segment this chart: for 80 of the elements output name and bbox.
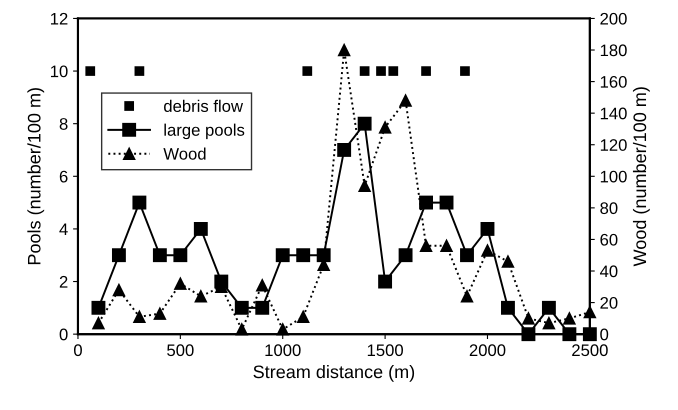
point	[276, 248, 290, 262]
legend-label: debris flow	[164, 100, 244, 112]
y2-tick-label: 140	[600, 108, 627, 120]
y2-tick-label: 120	[600, 139, 627, 151]
point	[112, 248, 126, 262]
point	[296, 310, 310, 324]
point	[398, 248, 413, 262]
y2-tick-label: 40	[600, 265, 618, 278]
y-tick-label: 12	[50, 12, 68, 24]
point	[296, 248, 310, 262]
x-tick-label: 0	[74, 344, 82, 356]
y-tick-label: 2	[60, 276, 68, 288]
point	[378, 274, 392, 288]
point	[460, 290, 474, 303]
point	[376, 66, 386, 76]
y2-tick-label: 160	[600, 76, 627, 88]
point	[421, 66, 431, 76]
y-tick-label: 0	[60, 328, 68, 340]
point	[255, 300, 270, 315]
point	[152, 248, 167, 262]
x-tick-label: 1000	[265, 344, 301, 356]
y2-tick-label: 200	[600, 12, 627, 25]
x-tick-label: 500	[167, 344, 194, 356]
y-tick-label: 6	[60, 170, 68, 183]
x-tick-label: 2500	[572, 344, 608, 356]
point	[360, 66, 370, 76]
legend-label: Wood	[163, 147, 206, 160]
point	[542, 300, 556, 315]
point	[563, 312, 576, 325]
point	[420, 240, 432, 252]
y-tick-label: 8	[60, 118, 68, 130]
point	[316, 248, 331, 262]
y-tick-label: 10	[50, 65, 68, 78]
point	[480, 222, 494, 236]
x-tick-label: 1500	[368, 344, 403, 356]
y2-axis-title: Wood (number/100 m)	[632, 87, 650, 266]
point	[154, 307, 166, 320]
point	[338, 44, 350, 56]
point	[132, 196, 146, 210]
point	[302, 66, 312, 76]
y2-tick-label: 180	[600, 44, 627, 56]
point	[378, 121, 392, 134]
point	[194, 222, 208, 236]
x-tick-label: 2000	[470, 344, 506, 356]
point	[112, 284, 126, 296]
point	[440, 240, 453, 252]
point	[419, 196, 433, 210]
point	[85, 66, 96, 76]
y2-tick-label: 100	[600, 170, 627, 183]
y2-tick-label: 0	[600, 328, 608, 340]
point	[337, 143, 352, 157]
point	[133, 310, 146, 324]
y2-tick-label: 60	[600, 234, 618, 246]
point	[194, 290, 208, 303]
point	[92, 316, 105, 330]
point	[542, 316, 556, 330]
point	[358, 116, 372, 131]
y-tick-label: 4	[59, 223, 68, 235]
point	[256, 278, 268, 292]
point	[92, 300, 106, 315]
point	[481, 244, 494, 257]
y-axis-title: Pools (number/100 m)	[27, 88, 44, 264]
point	[173, 248, 188, 262]
point	[440, 196, 454, 210]
point	[460, 66, 470, 76]
point	[234, 300, 249, 315]
x-axis-title: Stream distance (m)	[253, 364, 414, 382]
point	[399, 94, 412, 107]
point	[582, 327, 597, 342]
point	[501, 300, 515, 315]
y2-tick-label: 80	[600, 202, 618, 214]
point	[134, 66, 144, 76]
y2-tick-label: 20	[600, 296, 618, 309]
point	[358, 180, 371, 192]
point	[502, 255, 514, 268]
point	[174, 277, 187, 290]
point	[522, 312, 535, 325]
legend-label: large pools	[164, 124, 244, 140]
point	[388, 66, 398, 76]
point	[460, 248, 474, 262]
